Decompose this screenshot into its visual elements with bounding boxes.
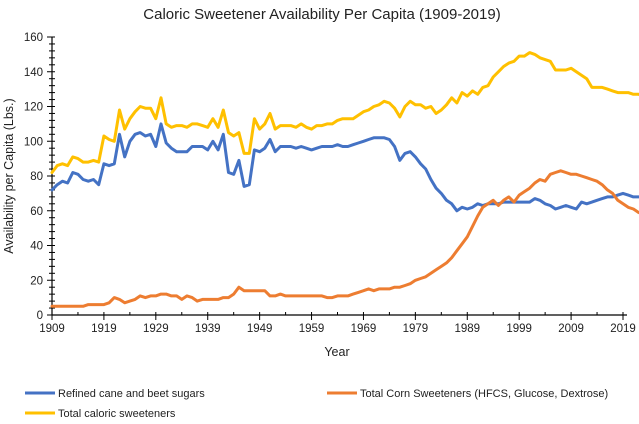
x-tick-label: 1989 xyxy=(454,323,480,335)
series-line-total-caloric xyxy=(50,51,639,174)
y-tick-label: 0 xyxy=(37,310,43,322)
x-axis: 1909 1919 1929 1939 1949 1959 1969 1979 1989 1999… xyxy=(39,312,636,335)
x-tick-label: 1979 xyxy=(403,323,429,335)
y-tick-label: 20 xyxy=(30,275,43,287)
x-tick-label: 2019 xyxy=(610,323,636,335)
y-tick-label: 40 xyxy=(30,241,43,253)
y-tick-label: 120 xyxy=(24,102,43,114)
y-tick-label: 80 xyxy=(30,171,43,183)
legend-label-total-caloric: Total caloric sweeteners xyxy=(58,408,176,420)
y-tick-label: 60 xyxy=(30,206,43,218)
series-line-corn-sweeteners xyxy=(50,169,639,308)
x-tick-label: 1939 xyxy=(195,323,221,335)
x-tick-label: 1999 xyxy=(506,323,532,335)
x-tick-label: 1969 xyxy=(351,323,377,335)
x-tick-label: 1959 xyxy=(299,323,325,335)
legend: Refined cane and beet sugars Total Corn … xyxy=(25,388,608,420)
x-tick-label: 2009 xyxy=(558,323,584,335)
series-lines xyxy=(50,51,639,308)
x-tick-label: 1909 xyxy=(39,323,65,335)
x-axis-label: Year xyxy=(324,345,349,359)
y-tick-label: 140 xyxy=(24,67,43,79)
x-tick-label: 1949 xyxy=(247,323,273,335)
legend-label-refined-sugars: Refined cane and beet sugars xyxy=(58,388,205,400)
y-axis: 0 20 40 60 80 100 120 140 160 xyxy=(24,32,55,322)
series-line-refined-sugars xyxy=(50,122,639,213)
legend-label-corn-sweeteners: Total Corn Sweeteners (HFCS, Glucose, De… xyxy=(360,388,608,400)
chart-title: Caloric Sweetener Availability Per Capit… xyxy=(143,6,500,23)
x-tick-label: 1919 xyxy=(91,323,117,335)
y-tick-label: 160 xyxy=(24,32,43,44)
x-tick-label: 1929 xyxy=(143,323,169,335)
y-tick-label: 100 xyxy=(24,136,43,148)
y-axis-label: Availability per Capita (Lbs.) xyxy=(2,98,16,253)
